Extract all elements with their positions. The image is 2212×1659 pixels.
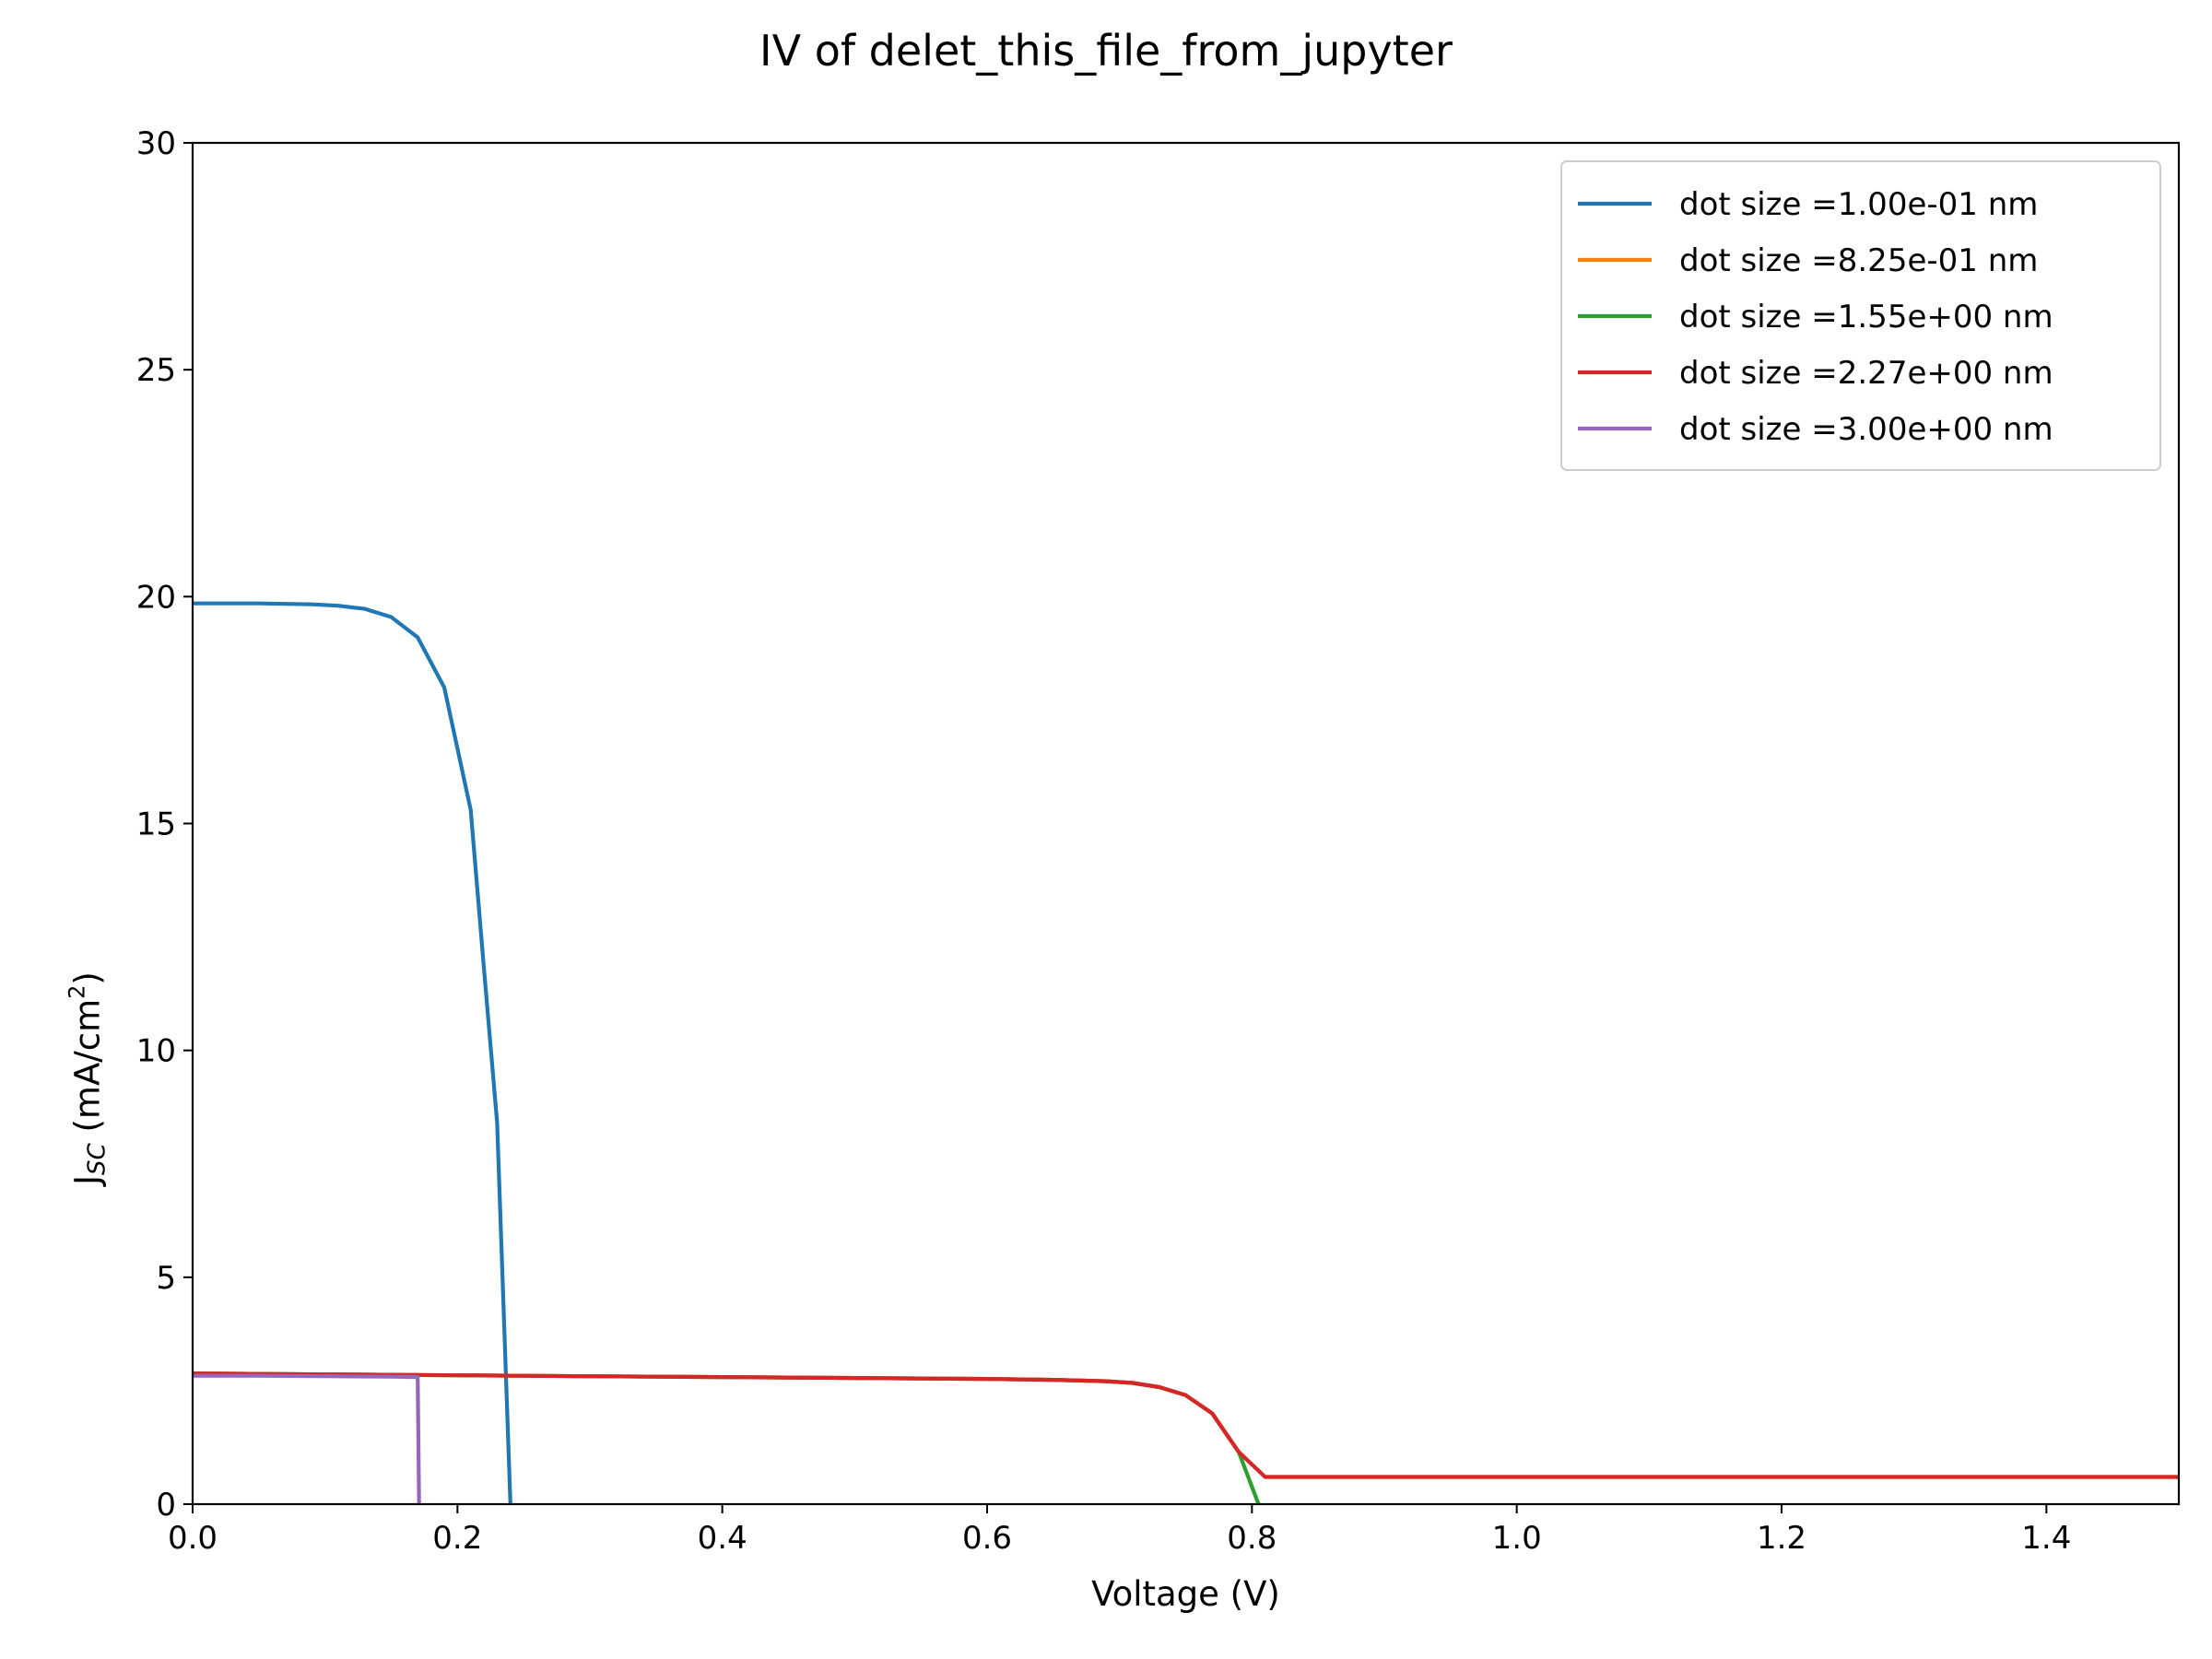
x-tick-label: 0.6	[962, 1520, 1012, 1557]
series-line-3	[193, 1371, 1261, 1504]
legend-box	[1560, 160, 2161, 471]
x-axis-ticks: 0.0 0.2 0.4 0.6 0.8 1.0 1.2 1.4	[168, 1504, 2071, 1557]
y-axis-label-subscript: SC	[83, 1143, 112, 1175]
y-axis-label-unit: (mA/cm	[67, 998, 108, 1133]
y-axis-label-main: J	[67, 1174, 108, 1185]
y-tick-label: 5	[156, 1260, 176, 1297]
y-axis-label: JSC (mA/cm2)	[65, 971, 112, 1185]
y-tick-label: 0	[156, 1487, 176, 1524]
y-axis-label-unit-power: 2	[64, 984, 90, 999]
chart-title: IV of delet_this_file_from_jupyter	[759, 26, 1453, 76]
legend-label: dot size =8.25e-01 nm	[1679, 242, 2038, 279]
x-tick-label: 0.0	[168, 1520, 218, 1557]
series-layer	[193, 601, 2179, 1504]
legend-label: dot size =1.00e-01 nm	[1679, 186, 2038, 223]
legend-label: dot size =2.27e+00 nm	[1679, 355, 2053, 392]
x-tick-label: 0.4	[698, 1520, 747, 1557]
y-tick-label: 15	[136, 806, 176, 843]
y-tick-label: 25	[136, 352, 176, 389]
y-tick-label: 10	[136, 1033, 176, 1070]
series-line-1	[193, 601, 512, 1504]
x-tick-label: 1.0	[1492, 1520, 1542, 1557]
x-tick-label: 0.8	[1227, 1520, 1277, 1557]
legend: dot size =1.00e-01 nm dot size =8.25e-01 …	[1560, 160, 2161, 471]
legend-label: dot size =1.55e+00 nm	[1679, 299, 2053, 335]
legend-label: dot size =3.00e+00 nm	[1679, 411, 2053, 448]
series-line-2	[193, 1371, 2179, 1479]
x-tick-label: 0.2	[432, 1520, 482, 1557]
x-tick-label: 1.2	[1757, 1520, 1806, 1557]
x-tick-label: 1.4	[2021, 1520, 2071, 1557]
series-line-5	[193, 1373, 421, 1504]
series-line-4	[193, 1371, 2179, 1479]
y-axis-label-unit-close: )	[67, 971, 108, 985]
y-axis-ticks: 0 5 10 15 20 25 30	[136, 125, 193, 1524]
y-tick-label: 30	[136, 125, 176, 162]
y-tick-label: 20	[136, 579, 176, 616]
x-axis-label: Voltage (V)	[1091, 1574, 1280, 1614]
